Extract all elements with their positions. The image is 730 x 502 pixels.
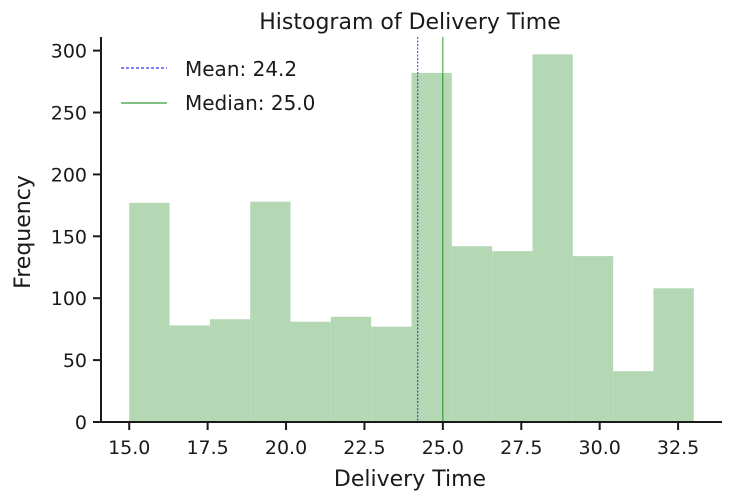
histogram-bar-1 (129, 202, 170, 422)
x-axis-ticks: 15.0 17.5 20.0 22.5 25.0 27.5 30.0 32.5 (108, 422, 699, 459)
reference-lines (417, 37, 444, 422)
axes (100, 37, 722, 423)
histogram-bar-3 (209, 319, 251, 422)
y-axis-ticks: 0 50 100 150 200 250 300 (51, 41, 101, 434)
histogram-bar-10 (492, 251, 533, 422)
histogram-bar-6 (330, 316, 372, 422)
y-tick-label: 300 (51, 41, 87, 63)
y-tick-label: 200 (51, 164, 87, 186)
y-tick-label: 100 (51, 288, 87, 310)
y-tick-label: 150 (51, 226, 87, 248)
histogram-bar-2 (169, 325, 210, 422)
y-tick-label: 50 (63, 350, 87, 372)
x-tick-label: 17.5 (186, 437, 228, 459)
y-tick-label: 0 (75, 412, 87, 434)
chart-title: Histogram of Delivery Time (259, 10, 560, 35)
histogram-bar-9 (451, 246, 493, 422)
histogram-bar-14 (653, 288, 694, 422)
legend: Mean: 24.2 Median: 25.0 (121, 57, 315, 115)
histogram-bar-7 (371, 326, 412, 422)
histogram-bars (129, 54, 694, 423)
histogram-bar-8 (411, 72, 452, 422)
x-tick-label: 20.0 (265, 437, 307, 459)
legend-median-label: Median: 25.0 (185, 91, 315, 115)
x-axis-label: Delivery Time (334, 467, 486, 492)
histogram-bar-5 (290, 321, 331, 422)
legend-mean-label: Mean: 24.2 (185, 57, 297, 81)
x-tick-label: 22.5 (343, 437, 385, 459)
y-tick-label: 250 (51, 103, 87, 125)
histogram-bar-4 (250, 201, 291, 422)
x-tick-label: 27.5 (500, 437, 542, 459)
x-tick-label: 30.0 (579, 437, 621, 459)
x-tick-label: 15.0 (108, 437, 150, 459)
y-axis-label: Frequency (11, 175, 36, 289)
histogram-bar-13 (613, 371, 654, 422)
x-tick-label: 32.5 (657, 437, 699, 459)
histogram-bar-11 (532, 54, 573, 423)
histogram-bar-12 (572, 256, 614, 422)
x-tick-label: 25.0 (422, 437, 464, 459)
